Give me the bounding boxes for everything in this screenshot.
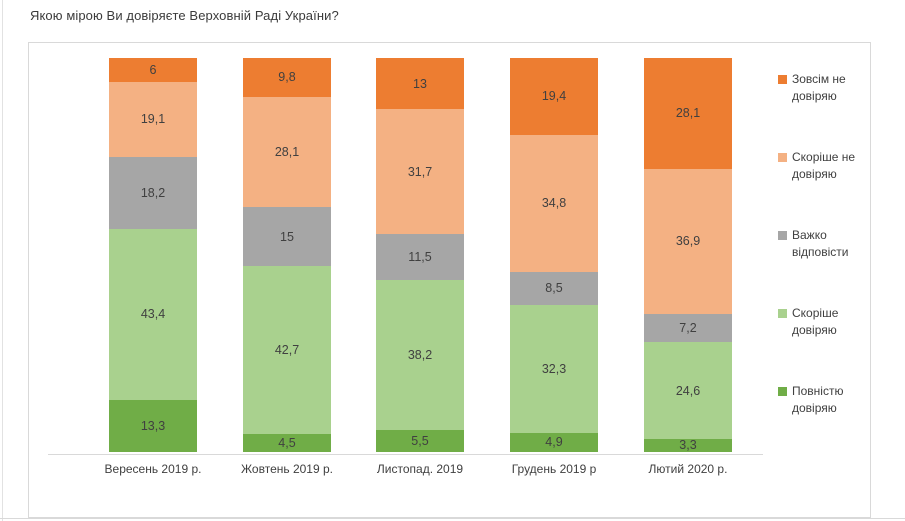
x-axis-label: Лютий 2020 р. — [648, 462, 728, 476]
segment-value-label: 9,8 — [278, 70, 296, 85]
bar-segment: 4,9 — [510, 432, 598, 452]
bar: 13 31,7 11,5 38,2 5,5 — [376, 58, 464, 452]
bar-segment: 24,6 — [644, 342, 732, 439]
legend-swatch — [778, 387, 787, 396]
bar-segment: 4,5 — [243, 434, 331, 452]
segment-value-label: 43,4 — [140, 307, 166, 322]
bar: 19,4 34,8 8,5 32,3 4,9 — [510, 58, 598, 452]
bar-segment: 11,5 — [376, 234, 464, 280]
bar: 6 19,1 18,2 43,4 13,3 — [109, 58, 197, 452]
page-left-edge-line — [2, 0, 3, 521]
legend-item: Повністю довіряю — [778, 383, 876, 417]
bar-segment: 5,5 — [376, 430, 464, 452]
segment-value-label: 19,4 — [541, 89, 567, 104]
segment-value-label: 4,9 — [545, 435, 563, 450]
bar-segment: 19,4 — [510, 58, 598, 135]
segment-value-label: 32,3 — [541, 361, 567, 376]
segment-value-label: 31,7 — [407, 164, 433, 179]
segment-value-label: 5,5 — [411, 434, 429, 449]
legend-label: Скоріше довіряю — [792, 306, 839, 337]
bar-segment: 8,5 — [510, 271, 598, 306]
chart-area: 6 19,1 18,2 43,4 13,3 Вересень 2019 р. 9,8 28,1… — [28, 42, 871, 518]
legend-item: Важко відповісти — [778, 227, 876, 261]
chart-title: Якою мірою Ви довіряєте Верховній Раді У… — [30, 8, 339, 23]
segment-value-label: 18,2 — [140, 185, 166, 200]
bar-segment: 38,2 — [376, 279, 464, 431]
segment-value-label: 36,9 — [675, 234, 701, 249]
segment-value-label: 7,2 — [679, 320, 697, 335]
bar-segment: 9,8 — [243, 58, 331, 97]
bar-segment: 34,8 — [510, 134, 598, 272]
segment-value-label: 13 — [413, 76, 427, 91]
x-axis-label: Листопад. 2019 — [376, 462, 464, 476]
bar-segment: 43,4 — [109, 228, 197, 400]
bar-segment: 13 — [376, 58, 464, 110]
legend-item: Скоріше не довіряю — [778, 149, 876, 183]
legend-label: Важко відповісти — [792, 228, 849, 259]
bar-segment: 28,1 — [644, 58, 732, 169]
legend-item: Скоріше довіряю — [778, 305, 876, 339]
bar-segment: 6 — [109, 58, 197, 82]
segment-value-label: 24,6 — [675, 383, 701, 398]
legend-swatch — [778, 153, 787, 162]
segment-value-label: 4,5 — [278, 436, 296, 451]
legend-label: Повністю довіряю — [792, 384, 844, 415]
segment-value-label: 42,7 — [274, 343, 300, 358]
segment-value-label: 28,1 — [274, 144, 300, 159]
legend: Зовсім не довіряю Скоріше не довіряю Важко… — [778, 71, 876, 417]
plot-area: 6 19,1 18,2 43,4 13,3 Вересень 2019 р. 9,8 28,1… — [29, 43, 870, 517]
bar-segment: 42,7 — [243, 266, 331, 435]
segment-value-label: 19,1 — [140, 112, 166, 127]
bar-segment: 31,7 — [376, 109, 464, 235]
legend-swatch — [778, 309, 787, 318]
segment-value-label: 38,2 — [407, 347, 433, 362]
segment-value-label: 3,3 — [679, 438, 697, 453]
legend-swatch — [778, 231, 787, 240]
bar-segment: 3,3 — [644, 438, 732, 453]
bar-segment: 36,9 — [644, 168, 732, 314]
bar-segment: 32,3 — [510, 305, 598, 433]
bar-segment: 15 — [243, 207, 331, 267]
segment-value-label: 8,5 — [545, 281, 563, 296]
x-axis-label: Вересень 2019 р. — [104, 462, 202, 476]
bar-segment: 28,1 — [243, 96, 331, 208]
segment-value-label: 13,3 — [140, 418, 166, 433]
legend-swatch — [778, 75, 787, 84]
bar-segment: 13,3 — [109, 399, 197, 452]
segment-value-label: 34,8 — [541, 196, 567, 211]
segment-value-label: 6 — [149, 62, 157, 77]
legend-item: Зовсім не довіряю — [778, 71, 876, 105]
bar-segment: 7,2 — [644, 313, 732, 343]
x-axis-line — [48, 454, 763, 455]
x-axis-label: Жовтень 2019 р. — [240, 462, 333, 476]
legend-label: Скоріше не довіряю — [792, 150, 855, 181]
legend-label: Зовсім не довіряю — [792, 72, 846, 103]
bar: 9,8 28,1 15 42,7 4,5 — [243, 58, 331, 452]
bar-segment: 18,2 — [109, 156, 197, 229]
bar: 28,1 36,9 7,2 24,6 3,3 — [644, 58, 732, 452]
segment-value-label: 11,5 — [408, 249, 432, 264]
segment-value-label: 28,1 — [675, 106, 701, 121]
x-axis-label: Грудень 2019 р — [511, 462, 597, 476]
segment-value-label: 15 — [280, 229, 294, 244]
page-bottom-edge-line — [0, 518, 905, 519]
bar-segment: 19,1 — [109, 81, 197, 157]
